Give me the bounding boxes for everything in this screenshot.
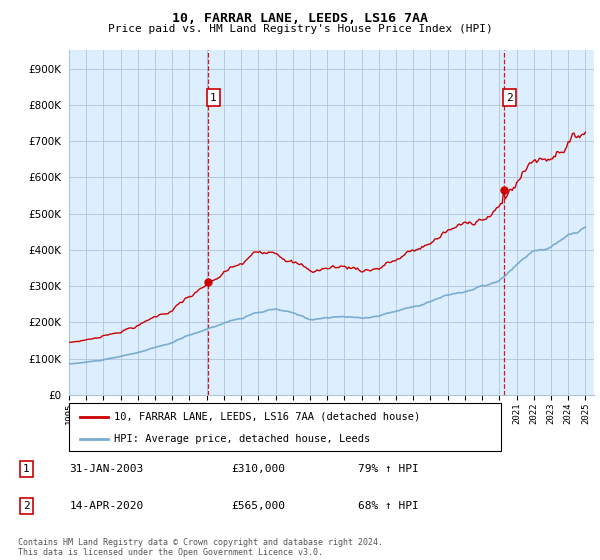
Text: £310,000: £310,000	[231, 464, 285, 474]
Text: 1: 1	[210, 92, 217, 102]
Text: 1: 1	[23, 464, 30, 474]
Text: Price paid vs. HM Land Registry's House Price Index (HPI): Price paid vs. HM Land Registry's House …	[107, 24, 493, 34]
Text: 2: 2	[506, 92, 512, 102]
Text: 31-JAN-2003: 31-JAN-2003	[70, 464, 144, 474]
Text: 10, FARRAR LANE, LEEDS, LS16 7AA: 10, FARRAR LANE, LEEDS, LS16 7AA	[172, 12, 428, 25]
Text: Contains HM Land Registry data © Crown copyright and database right 2024.
This d: Contains HM Land Registry data © Crown c…	[18, 538, 383, 557]
Text: £565,000: £565,000	[231, 501, 285, 511]
Text: 68% ↑ HPI: 68% ↑ HPI	[358, 501, 418, 511]
Text: 14-APR-2020: 14-APR-2020	[70, 501, 144, 511]
FancyBboxPatch shape	[69, 403, 501, 451]
Text: HPI: Average price, detached house, Leeds: HPI: Average price, detached house, Leed…	[115, 434, 371, 444]
Text: 10, FARRAR LANE, LEEDS, LS16 7AA (detached house): 10, FARRAR LANE, LEEDS, LS16 7AA (detach…	[115, 412, 421, 422]
Text: 79% ↑ HPI: 79% ↑ HPI	[358, 464, 418, 474]
Text: 2: 2	[23, 501, 30, 511]
